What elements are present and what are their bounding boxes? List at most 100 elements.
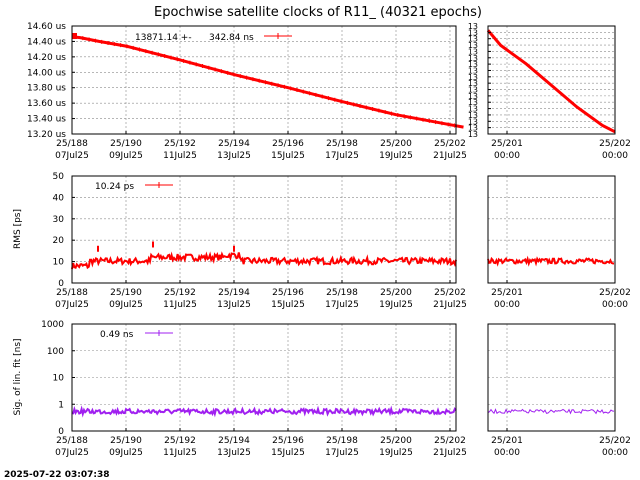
sigma-y-tick-label: 10 [53, 374, 65, 384]
clock-x-tick-label: 13Jul25 [217, 151, 251, 161]
rms-zoom-x-tick-label: 25/202 [599, 288, 631, 298]
panel-clock-zoom-x-ticks: 25/201 00:00 25/202 00:00 [491, 131, 631, 161]
panel-clock-zoom-grid [488, 25, 616, 135]
rms-x-tick-label: 25/202 [434, 288, 466, 298]
legend-sigma-value: 0.49 ns [100, 330, 134, 340]
sigma-x-tick-label: 09Jul25 [109, 448, 143, 458]
sigma-zoom-x-tick-label: 25/202 [599, 436, 631, 446]
rms-y-tick-label: 10 [53, 258, 65, 268]
clock-zoom-series-line [486, 29, 616, 134]
panel-clock-zoom-frame [487, 25, 616, 135]
panel-sigma-zoom-grid [488, 323, 616, 432]
panel-rms-zoom-x-ticks: 25/201 00:00 25/202 00:00 [491, 280, 631, 310]
clock-zoom-y-tick-label: 13 [468, 47, 478, 56]
clock-zoom-x-tick-label: 00:00 [602, 151, 628, 161]
panel-sigma-legend: 0.49 ns [100, 330, 173, 340]
panel-sigma-series [71, 405, 457, 418]
panel-clock-x-ticks: 25/188 07Jul25 25/190 09Jul25 25/192 11Jul25 2… [55, 131, 467, 161]
clock-zoom-x-tick-label: 25/202 [599, 139, 631, 149]
panel-clock-frame [71, 25, 457, 135]
clock-x-tick-label: 25/192 [164, 139, 196, 149]
rms-x-tick-label: 25/200 [380, 288, 412, 298]
clock-x-tick-label: 25/202 [434, 139, 466, 149]
clock-zoom-y-tick-label: 13 [468, 54, 478, 63]
sigma-y-tick-label: 1000 [41, 320, 64, 330]
clock-zoom-y-tick-label: 13 [468, 105, 478, 114]
legend-rms-value: 10.24 ps [95, 182, 134, 192]
sigma-x-tick-label: 25/196 [272, 436, 304, 446]
sigma-x-tick-label: 25/200 [380, 436, 412, 446]
legend-clock-extra: 342.84 ns [209, 33, 254, 43]
clock-x-tick-label: 25/188 [56, 139, 88, 149]
sigma-zoom-x-tick-label: 00:00 [494, 448, 520, 458]
panel-rms-zoom-series [487, 255, 615, 267]
sigma-y-axis-label: Sig. of lin. fit [ns] [13, 338, 23, 415]
sigma-x-tick-label: 21Jul25 [433, 448, 467, 458]
clock-x-tick-label: 17Jul25 [325, 151, 359, 161]
panel-rms-zoom-grid [488, 175, 616, 284]
sigma-y-tick-label: 100 [47, 347, 64, 357]
sigma-zoom-x-tick-label: 25/201 [491, 436, 523, 446]
rms-zoom-x-tick-label: 25/201 [491, 288, 523, 298]
sigma-x-tick-label: 11Jul25 [163, 448, 197, 458]
panel-clock-grid [71, 25, 456, 135]
panel-sigma-zoom: 25/201 00:00 25/202 00:00 [487, 323, 631, 458]
sigma-x-tick-label: 07Jul25 [55, 448, 89, 458]
clock-series-line [71, 35, 464, 129]
rms-x-tick-label: 17Jul25 [325, 300, 359, 310]
rms-x-tick-label: 25/194 [218, 288, 250, 298]
clock-y-tick-label: 13.20 us [27, 130, 66, 140]
panel-rms-grid [71, 175, 456, 284]
sigma-y-tick-label: 0 [58, 427, 64, 437]
rms-y-axis-label: RMS [ps] [13, 209, 23, 249]
sigma-x-tick-label: 25/188 [56, 436, 88, 446]
sigma-x-tick-label: 25/198 [326, 436, 358, 446]
clock-zoom-y-tick-label: 13 [468, 117, 478, 126]
rms-y-tick-label: 30 [53, 215, 65, 225]
rms-x-tick-label: 11Jul25 [163, 300, 197, 310]
clock-y-tick-label: 14.00 us [27, 68, 66, 78]
panel-rms-legend: 10.24 ps [95, 182, 173, 192]
rms-series-line [71, 251, 457, 270]
rms-zoom-x-tick-label: 00:00 [602, 300, 628, 310]
clock-y-tick-label: 13.40 us [27, 115, 66, 125]
panel-clock-legend: 13871.14 +- 342.84 ns [135, 33, 292, 43]
clock-y-tick-label: 13.60 us [27, 99, 66, 109]
clock-zoom-x-tick-label: 00:00 [494, 151, 520, 161]
clock-zoom-y-tick-label: 13 [468, 60, 478, 69]
rms-zoom-x-tick-label: 00:00 [494, 300, 520, 310]
clock-zoom-y-tick-label: 13 [468, 130, 478, 139]
panel-sigma-grid [71, 323, 456, 432]
panel-clock-zoom-series [486, 29, 616, 134]
panel-clock-main: 14.60 us 14.40 us 14.20 us 14.00 us 13.80 us… [27, 22, 467, 161]
rms-x-tick-label: 07Jul25 [55, 300, 89, 310]
clock-zoom-y-tick-label: 13 [468, 79, 478, 88]
sigma-zoom-x-tick-label: 00:00 [602, 448, 628, 458]
panel-rms-series [71, 241, 457, 270]
panel-clock-y-ticks: 14.60 us 14.40 us 14.20 us 14.00 us 13.80 us… [27, 22, 75, 140]
panel-rms-zoom-frame [487, 175, 616, 284]
clock-zoom-y-tick-label: 13 [468, 98, 478, 107]
clock-x-tick-label: 25/200 [380, 139, 412, 149]
sigma-x-tick-label: 25/192 [164, 436, 196, 446]
sigma-x-tick-label: 13Jul25 [217, 448, 251, 458]
sigma-x-tick-label: 15Jul25 [271, 448, 305, 458]
rms-zoom-series-line [487, 255, 615, 267]
sigma-x-tick-label: 19Jul25 [379, 448, 413, 458]
clock-x-tick-label: 11Jul25 [163, 151, 197, 161]
clock-zoom-y-tick-label: 13 [468, 73, 478, 82]
panel-clock-series [71, 33, 464, 129]
clock-y-tick-label: 14.20 us [27, 53, 66, 63]
clock-x-tick-label: 07Jul25 [55, 151, 89, 161]
clock-x-tick-label: 25/190 [110, 139, 142, 149]
clock-zoom-y-tick-label: 13 [468, 86, 478, 95]
clock-zoom-y-tick-label: 13 [468, 35, 478, 44]
clock-zoom-y-tick-label: 13 [468, 41, 478, 50]
clock-zoom-y-tick-label: 13 [468, 92, 478, 101]
clock-x-tick-label: 21Jul25 [433, 151, 467, 161]
sigma-zoom-series-line [487, 408, 615, 415]
